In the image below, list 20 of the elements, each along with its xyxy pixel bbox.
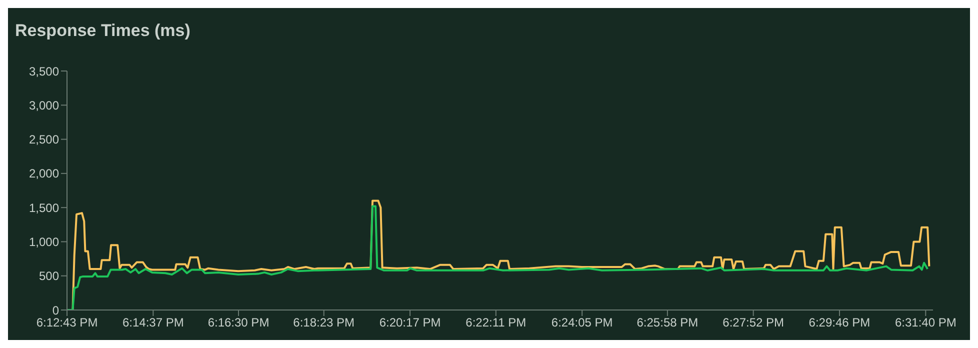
y-tick-label: 2,500 [28,132,60,147]
y-tick-label: 1,000 [28,234,60,249]
x-tick-label: 6:22:11 PM [466,316,526,330]
x-tick-label: 6:18:23 PM [293,316,355,330]
x-tick-label: 6:25:58 PM [636,316,698,330]
x-tick-label: 6:24:05 PM [551,316,613,330]
x-tick-label: 6:27:52 PM [722,316,784,330]
x-tick-label: 6:20:17 PM [379,316,441,330]
x-tick-label: 6:12:43 PM [36,316,98,330]
x-tick-label: 6:31:40 PM [894,316,956,330]
chart-title: Response Times (ms) [14,20,192,42]
y-tick-label: 3,000 [28,98,60,112]
x-tick-label: 6:14:37 PM [122,316,184,330]
x-tick-label: 6:29:46 PM [808,316,870,330]
y-tick-label: 500 [38,269,60,284]
x-tick-label: 6:16:30 PM [208,316,270,330]
y-tick-label: 1,500 [28,200,60,215]
y-tick-label: 0 [52,303,60,318]
y-tick-label: 3,500 [28,64,60,78]
y-tick-label: 2,000 [28,166,60,181]
